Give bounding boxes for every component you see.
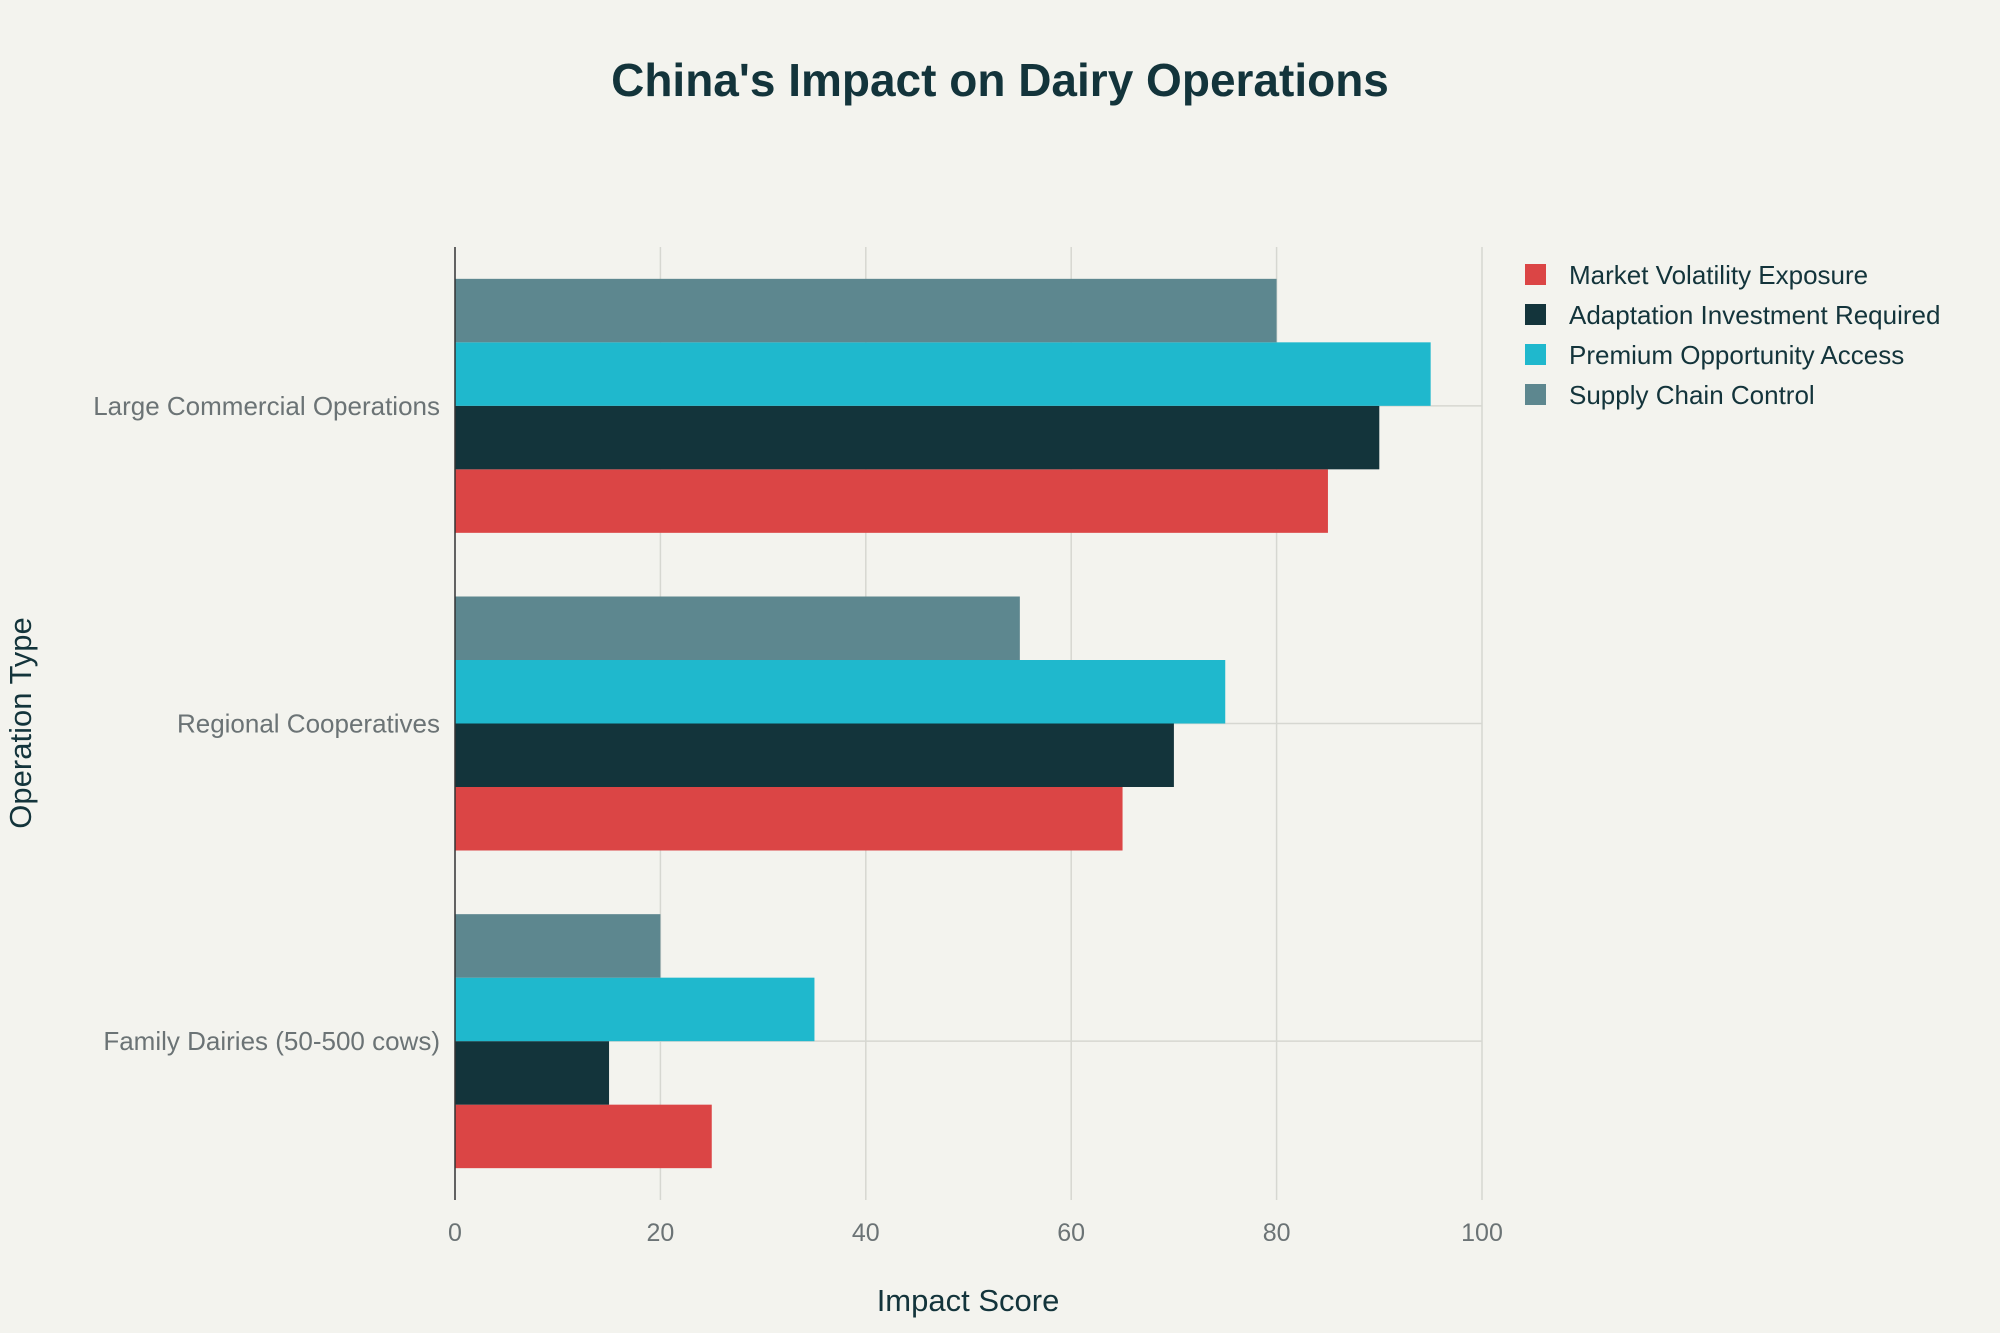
- bar[interactable]: [455, 723, 1174, 788]
- bar[interactable]: [455, 977, 815, 1042]
- y-category-label: Family Dairies (50-500 cows): [103, 1026, 440, 1056]
- x-tick-label: 100: [1461, 1219, 1503, 1247]
- bar[interactable]: [455, 405, 1380, 470]
- bar[interactable]: [455, 1104, 712, 1169]
- legend-item[interactable]: Market Volatility Exposure: [1525, 260, 1868, 290]
- legend-swatch: [1525, 264, 1546, 285]
- legend-label: Premium Opportunity Access: [1569, 340, 1904, 370]
- legend-swatch: [1525, 384, 1546, 405]
- x-tick-label: 20: [646, 1219, 674, 1247]
- x-axis-ticks: 0 20 40 60 80 100: [448, 1219, 1503, 1247]
- bars: [455, 278, 1431, 1169]
- chart-title: China's Impact on Dairy Operations: [611, 54, 1389, 106]
- legend-swatch: [1525, 344, 1546, 365]
- x-axis-title: Impact Score: [877, 1283, 1060, 1318]
- y-axis-categories: Large Commercial Operations Regional Coop…: [93, 391, 440, 1056]
- legend-item[interactable]: Adaptation Investment Required: [1525, 300, 1940, 330]
- legend[interactable]: Market Volatility Exposure Adaptation Inv…: [1525, 260, 1940, 410]
- legend-label: Supply Chain Control: [1569, 380, 1815, 410]
- legend-item[interactable]: Premium Opportunity Access: [1525, 340, 1904, 370]
- legend-label: Market Volatility Exposure: [1569, 260, 1868, 290]
- y-category-label: Large Commercial Operations: [93, 391, 440, 421]
- y-axis-title: Operation Type: [3, 617, 38, 828]
- bar[interactable]: [455, 596, 1020, 661]
- bar[interactable]: [455, 914, 661, 978]
- legend-swatch: [1525, 304, 1546, 325]
- x-tick-label: 0: [448, 1219, 462, 1247]
- bar[interactable]: [455, 787, 1123, 851]
- y-category-label: Regional Cooperatives: [177, 709, 440, 739]
- bar[interactable]: [455, 278, 1277, 343]
- x-tick-label: 60: [1057, 1219, 1085, 1247]
- bar[interactable]: [455, 469, 1328, 533]
- legend-item[interactable]: Supply Chain Control: [1525, 380, 1815, 410]
- bar[interactable]: [455, 660, 1226, 724]
- x-tick-label: 40: [852, 1219, 880, 1247]
- legend-label: Adaptation Investment Required: [1569, 300, 1940, 330]
- x-tick-label: 80: [1263, 1219, 1291, 1247]
- bar[interactable]: [455, 1041, 610, 1105]
- bar[interactable]: [455, 342, 1431, 406]
